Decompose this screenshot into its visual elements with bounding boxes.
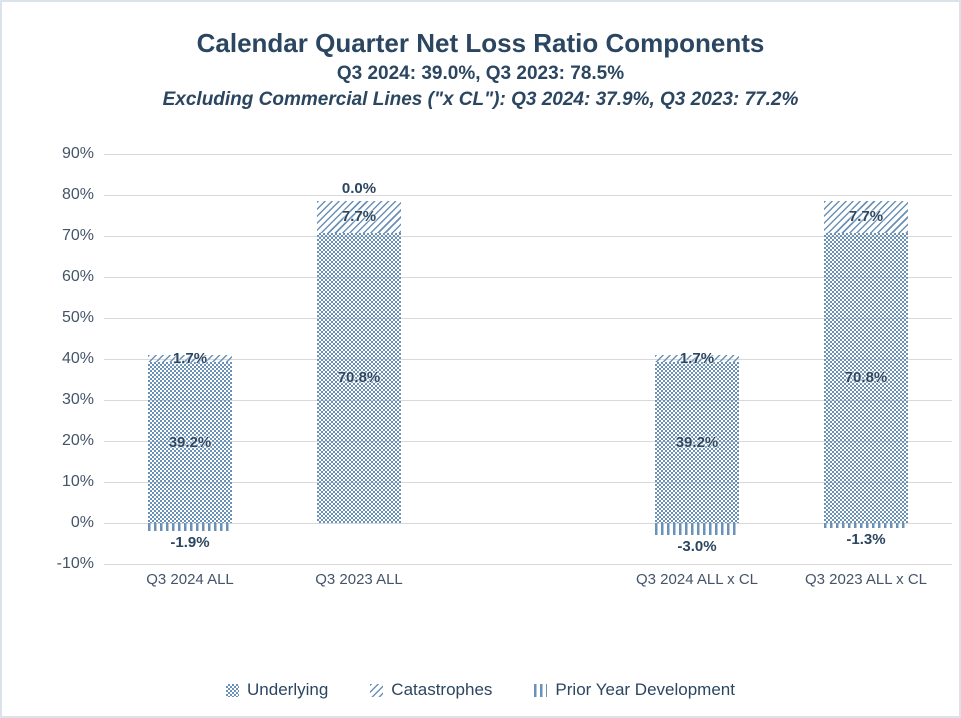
y-axis-tick-label: 80% — [61, 186, 94, 203]
y-axis-tick-label: 60% — [61, 268, 94, 285]
bar-segment-prior-year-development — [824, 523, 908, 529]
bar-segment-underlying — [317, 232, 401, 523]
data-label-underlying: 39.2% — [168, 433, 212, 451]
legend-item-catastrophes: Catastrophes — [370, 680, 492, 700]
gridline — [104, 358, 952, 360]
y-axis-tick-label: 90% — [61, 145, 94, 162]
gridline — [104, 563, 952, 565]
bar-segment-catastrophes — [317, 201, 401, 233]
chart-title: Calendar Quarter Net Loss Ratio Componen… — [196, 28, 765, 58]
bar-segment-catastrophes — [148, 355, 232, 363]
legend-item-prior-year-development: Prior Year Development — [534, 680, 735, 700]
legend-item-underlying: Underlying — [226, 680, 328, 700]
chart-subtitle: Q3 2024: 39.0%, Q3 2023: 78.5% — [336, 63, 625, 84]
bar-segment-prior-year-development — [148, 523, 232, 531]
y-axis-tick-label: 0% — [70, 514, 94, 531]
data-label-catastrophes: 1.7% — [679, 349, 715, 367]
x-axis-category-label: Q3 2023 ALL x CL — [804, 571, 928, 588]
chart-subtitle-excl-cl: Excluding Commercial Lines ("x CL"): Q3 … — [162, 89, 799, 110]
y-axis-tick-label: 30% — [61, 391, 94, 408]
x-axis-category-label: Q3 2024 ALL — [146, 571, 234, 588]
gridline — [104, 522, 952, 524]
y-axis-tick-label: 10% — [61, 473, 94, 490]
x-axis-category-label: Q3 2024 ALL x CL — [635, 571, 759, 588]
gridline — [104, 194, 952, 196]
data-label-catastrophes: 1.7% — [172, 349, 208, 367]
bar-segment-prior-year-development — [655, 523, 739, 536]
dots-pattern-swatch-icon — [226, 683, 240, 697]
data-label-prior-year-development: -1.3% — [846, 531, 886, 549]
legend-label: Catastrophes — [391, 680, 493, 699]
bar-segment-underlying — [655, 362, 739, 523]
bar-segment-underlying — [824, 232, 908, 523]
y-axis-tick-label: 70% — [61, 227, 94, 244]
bar-segment-underlying — [148, 362, 232, 523]
legend: Underlying Catastrophes Prior Year Develop… — [2, 680, 959, 700]
y-axis-tick-label: 40% — [61, 350, 94, 367]
data-label-underlying: 70.8% — [337, 368, 381, 386]
gridline — [104, 317, 952, 319]
gridline — [104, 481, 952, 483]
data-label-prior-year-development: -1.9% — [170, 533, 210, 551]
diagonal-hatch-pattern-swatch-icon — [370, 683, 384, 697]
y-axis-tick-label: 20% — [61, 432, 94, 449]
x-axis-category-label: Q3 2023 ALL — [315, 571, 403, 588]
data-label-prior-year-development: 0.0% — [341, 180, 377, 198]
data-label-underlying: 70.8% — [844, 368, 888, 386]
vertical-dashes-pattern-swatch-icon — [534, 683, 548, 697]
y-axis-tick-label: -10% — [56, 555, 94, 572]
bar-segment-catastrophes — [824, 201, 908, 233]
data-label-catastrophes: 7.7% — [341, 207, 377, 225]
data-label-prior-year-development: -3.0% — [677, 538, 717, 556]
gridline — [104, 276, 952, 278]
gridline — [104, 153, 952, 155]
y-axis-tick-label: 50% — [61, 309, 94, 326]
legend-label: Prior Year Development — [555, 680, 735, 699]
data-label-catastrophes: 7.7% — [848, 207, 884, 225]
legend-label: Underlying — [247, 680, 329, 699]
gridline — [104, 399, 952, 401]
gridline — [104, 440, 952, 442]
bar-segment-catastrophes — [655, 355, 739, 363]
gridline — [104, 235, 952, 237]
data-label-underlying: 39.2% — [675, 433, 719, 451]
